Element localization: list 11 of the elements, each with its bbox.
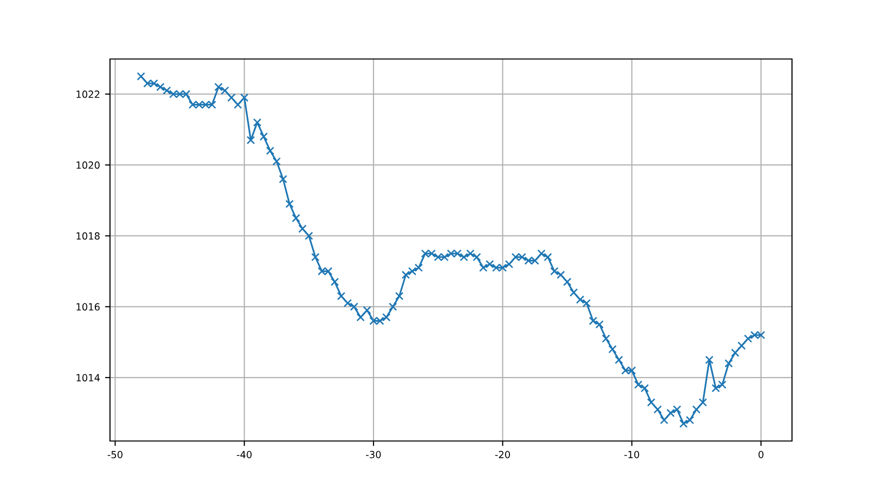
x-tick-label: -30 xyxy=(366,450,381,458)
x-tick-label: -50 xyxy=(108,450,122,458)
y-tick-label: 1014 xyxy=(76,374,100,382)
x-tick-label: 0 xyxy=(758,450,764,458)
x-tick-label: -20 xyxy=(495,450,510,458)
y-tick-label: 1020 xyxy=(76,161,100,169)
y-tick-label: 1018 xyxy=(76,232,100,240)
x-tick-label: -10 xyxy=(624,450,640,458)
y-tick-label: 1022 xyxy=(76,90,100,98)
x-tick-label: -40 xyxy=(236,450,252,458)
y-tick-label: 1016 xyxy=(76,303,100,311)
